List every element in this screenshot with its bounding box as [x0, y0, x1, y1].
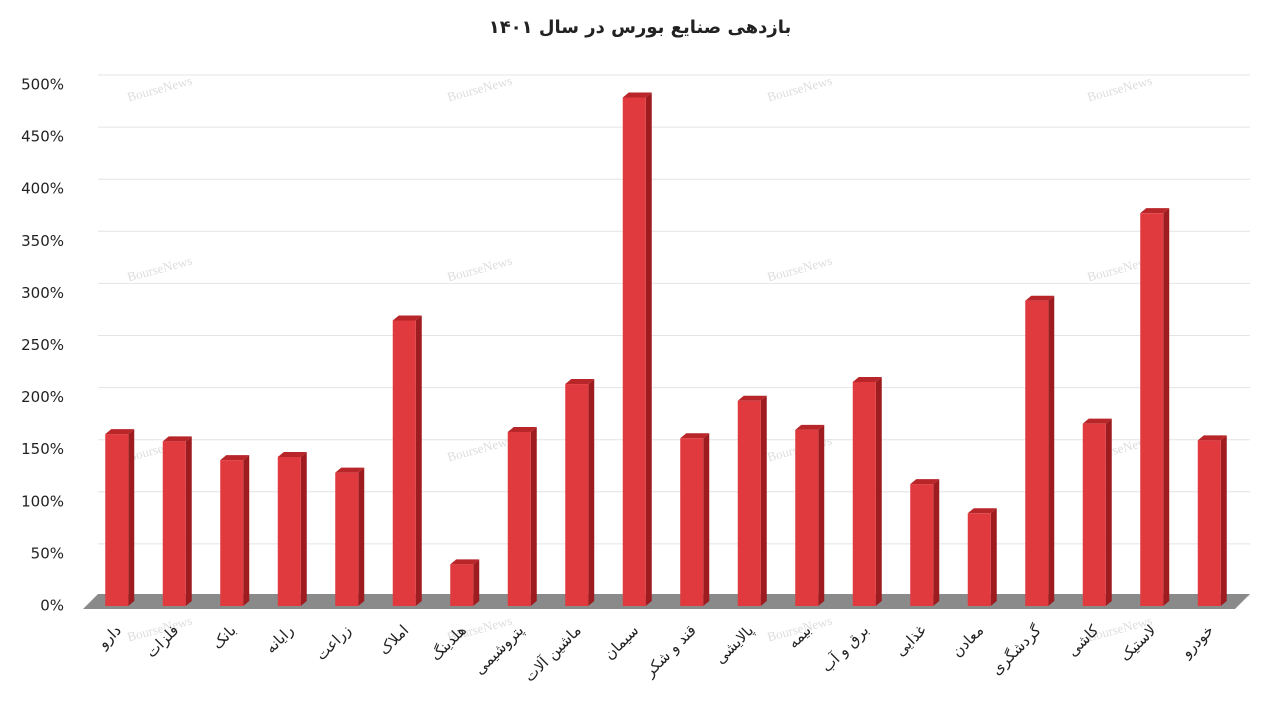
- bar: [450, 564, 474, 606]
- bar-side: [1220, 435, 1227, 606]
- bar: [392, 320, 416, 606]
- bar-side: [415, 315, 422, 606]
- bar-top: [910, 479, 940, 485]
- bar-side: [300, 451, 307, 606]
- bar-side: [703, 433, 710, 606]
- y-tick-label: 150%: [21, 440, 64, 458]
- bar-side: [818, 424, 825, 606]
- bar: [1025, 300, 1049, 606]
- bar-top: [220, 455, 250, 461]
- bar-top: [737, 395, 767, 401]
- bar-side: [1163, 208, 1170, 606]
- y-tick-label: 0%: [40, 597, 64, 615]
- bar-top: [507, 426, 537, 432]
- bar: [220, 460, 244, 606]
- bar: [680, 438, 704, 606]
- bar-top: [450, 559, 480, 565]
- floor: [83, 594, 1250, 609]
- bar-top: [1025, 295, 1055, 301]
- bar-top: [680, 433, 710, 439]
- bar-top: [1140, 208, 1170, 214]
- bar-top: [1197, 435, 1227, 441]
- bar-side: [1048, 295, 1055, 606]
- bar-top: [392, 315, 422, 321]
- bar-top: [162, 436, 192, 442]
- y-tick-label: 500%: [21, 76, 64, 94]
- bar: [565, 384, 589, 606]
- bar: [105, 434, 129, 606]
- y-tick-label: 100%: [21, 492, 64, 510]
- bar: [507, 431, 531, 606]
- bar: [277, 456, 301, 606]
- bar: [737, 400, 761, 606]
- bar-top: [335, 467, 365, 473]
- bar: [967, 513, 991, 606]
- bar-side: [128, 429, 135, 606]
- y-tick-label: 400%: [21, 180, 64, 198]
- bar-top: [277, 451, 307, 457]
- bar: [162, 441, 186, 606]
- bar-side: [933, 479, 940, 606]
- bar: [335, 472, 359, 606]
- bar-top: [1082, 418, 1112, 424]
- bar-side: [473, 559, 480, 606]
- bar-top: [795, 424, 825, 430]
- bar-top: [622, 92, 652, 98]
- y-tick-label: 350%: [21, 232, 64, 250]
- bar-top: [565, 379, 595, 385]
- bar-side: [875, 376, 882, 606]
- bar-side: [760, 395, 767, 606]
- bar-side: [185, 436, 192, 606]
- y-tick-label: 300%: [21, 284, 64, 302]
- y-tick-label: 450%: [21, 128, 64, 146]
- bar-top: [105, 429, 135, 435]
- bar-side: [243, 455, 250, 606]
- bar: [1140, 213, 1164, 606]
- bar: [852, 381, 876, 606]
- bar: [1197, 440, 1221, 606]
- chart-title: بازدهی صنایع بورس در سال ۱۴۰۱: [489, 17, 792, 38]
- bar-side: [1105, 418, 1112, 606]
- bar-side: [358, 467, 365, 606]
- bar-top: [967, 508, 997, 514]
- bar-side: [530, 426, 537, 606]
- bar-side: [990, 508, 997, 606]
- bar-side: [645, 92, 652, 606]
- y-tick-label: 200%: [21, 388, 64, 406]
- bar: [795, 429, 819, 606]
- bar-top: [852, 376, 882, 382]
- bar: [622, 97, 646, 606]
- bar: [910, 484, 934, 606]
- bar-side: [588, 379, 595, 606]
- y-tick-label: 50%: [31, 544, 64, 562]
- y-tick-label: 250%: [21, 336, 64, 354]
- bar: [1082, 423, 1106, 606]
